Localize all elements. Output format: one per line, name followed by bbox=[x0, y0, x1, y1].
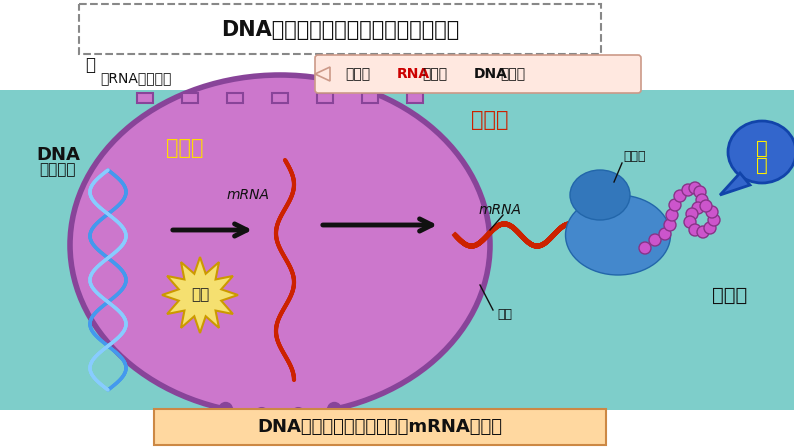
Circle shape bbox=[666, 209, 678, 221]
Bar bbox=[272, 93, 288, 103]
Circle shape bbox=[664, 219, 676, 231]
Circle shape bbox=[684, 216, 696, 228]
Text: DNA: DNA bbox=[474, 67, 508, 81]
Polygon shape bbox=[315, 67, 330, 81]
Bar bbox=[227, 93, 243, 103]
Circle shape bbox=[639, 242, 651, 254]
Circle shape bbox=[708, 214, 720, 226]
Ellipse shape bbox=[728, 121, 794, 183]
Circle shape bbox=[292, 409, 304, 420]
Bar bbox=[272, 93, 288, 103]
Text: mRNA: mRNA bbox=[226, 188, 269, 202]
Polygon shape bbox=[162, 257, 238, 333]
Text: DNA: DNA bbox=[36, 146, 80, 164]
Bar bbox=[317, 93, 333, 103]
Circle shape bbox=[669, 199, 681, 211]
Circle shape bbox=[697, 226, 709, 238]
Polygon shape bbox=[720, 173, 750, 195]
Text: 适于作: 适于作 bbox=[422, 67, 447, 81]
Circle shape bbox=[649, 234, 661, 246]
Text: 蛋白质: 蛋白质 bbox=[712, 286, 748, 304]
Circle shape bbox=[256, 409, 268, 420]
Circle shape bbox=[659, 228, 671, 240]
Bar bbox=[317, 93, 333, 103]
Text: 请RNA充当信使: 请RNA充当信使 bbox=[100, 71, 172, 85]
Bar bbox=[137, 93, 153, 103]
Ellipse shape bbox=[570, 170, 630, 220]
Bar bbox=[362, 93, 378, 103]
Text: 翻: 翻 bbox=[756, 139, 768, 157]
Text: 为什么: 为什么 bbox=[345, 67, 370, 81]
Text: RNA: RNA bbox=[397, 67, 430, 81]
Bar bbox=[182, 93, 198, 103]
Text: 核孔: 核孔 bbox=[498, 308, 512, 321]
Circle shape bbox=[700, 200, 712, 212]
Bar bbox=[407, 93, 423, 103]
Circle shape bbox=[706, 206, 718, 218]
Bar bbox=[137, 93, 153, 103]
Circle shape bbox=[692, 202, 704, 214]
Text: 细胞核: 细胞核 bbox=[166, 138, 204, 158]
Text: 译: 译 bbox=[756, 156, 768, 174]
Circle shape bbox=[696, 194, 708, 206]
Ellipse shape bbox=[565, 195, 670, 275]
Text: ？: ？ bbox=[85, 56, 95, 74]
Text: 转录: 转录 bbox=[191, 287, 209, 303]
Bar bbox=[407, 93, 423, 103]
Circle shape bbox=[674, 190, 686, 202]
Circle shape bbox=[704, 222, 716, 234]
Text: 核糖体: 核糖体 bbox=[624, 151, 646, 164]
Text: mRNA: mRNA bbox=[479, 203, 522, 217]
Text: 的信使: 的信使 bbox=[500, 67, 525, 81]
Circle shape bbox=[329, 403, 341, 415]
Bar bbox=[362, 93, 378, 103]
FancyBboxPatch shape bbox=[79, 4, 601, 54]
Ellipse shape bbox=[70, 75, 490, 415]
Circle shape bbox=[682, 184, 694, 196]
Circle shape bbox=[694, 186, 706, 198]
Bar bbox=[182, 93, 198, 103]
FancyBboxPatch shape bbox=[315, 55, 641, 93]
Circle shape bbox=[689, 224, 701, 236]
Bar bbox=[227, 93, 243, 103]
Circle shape bbox=[220, 403, 232, 415]
Text: DNA主要存在哪里？蛋白质在哪里合成: DNA主要存在哪里？蛋白质在哪里合成 bbox=[221, 20, 459, 40]
Text: （基因）: （基因） bbox=[40, 163, 76, 177]
Text: DNA的遗传信息是怎样传给mRNA的呢？: DNA的遗传信息是怎样传给mRNA的呢？ bbox=[257, 418, 503, 436]
Circle shape bbox=[686, 208, 698, 220]
Bar bbox=[0, 90, 794, 410]
Text: 细胞质: 细胞质 bbox=[472, 110, 509, 130]
Circle shape bbox=[689, 182, 701, 194]
FancyBboxPatch shape bbox=[154, 409, 606, 445]
